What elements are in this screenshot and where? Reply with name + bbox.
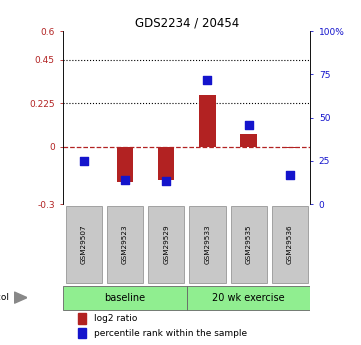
Text: percentile rank within the sample: percentile rank within the sample <box>93 328 247 337</box>
Text: 20 wk exercise: 20 wk exercise <box>212 293 285 303</box>
FancyBboxPatch shape <box>107 206 143 283</box>
Text: GSM29529: GSM29529 <box>163 225 169 264</box>
Title: GDS2234 / 20454: GDS2234 / 20454 <box>135 17 239 30</box>
FancyBboxPatch shape <box>63 286 187 309</box>
Point <box>163 178 169 184</box>
FancyBboxPatch shape <box>187 286 310 309</box>
Polygon shape <box>14 292 27 303</box>
Bar <box>282 147 298 148</box>
Bar <box>199 95 216 147</box>
Text: baseline: baseline <box>104 293 145 303</box>
FancyBboxPatch shape <box>189 206 226 283</box>
Bar <box>158 147 174 180</box>
Bar <box>78 313 86 324</box>
Text: log2 ratio: log2 ratio <box>93 314 137 323</box>
Text: protocol: protocol <box>0 293 9 302</box>
FancyBboxPatch shape <box>231 206 267 283</box>
Bar <box>78 328 86 338</box>
Text: GSM29535: GSM29535 <box>245 225 252 264</box>
Text: GSM29523: GSM29523 <box>122 225 128 264</box>
Point <box>287 172 293 178</box>
Bar <box>117 147 133 182</box>
Bar <box>240 135 257 147</box>
Point <box>81 158 87 164</box>
Text: GSM29536: GSM29536 <box>287 225 293 264</box>
Point <box>246 122 252 127</box>
FancyBboxPatch shape <box>66 206 102 283</box>
Text: GSM29507: GSM29507 <box>81 225 87 264</box>
Point <box>205 77 210 82</box>
FancyBboxPatch shape <box>272 206 308 283</box>
Text: GSM29533: GSM29533 <box>204 225 210 264</box>
Point <box>122 177 128 183</box>
FancyBboxPatch shape <box>148 206 184 283</box>
